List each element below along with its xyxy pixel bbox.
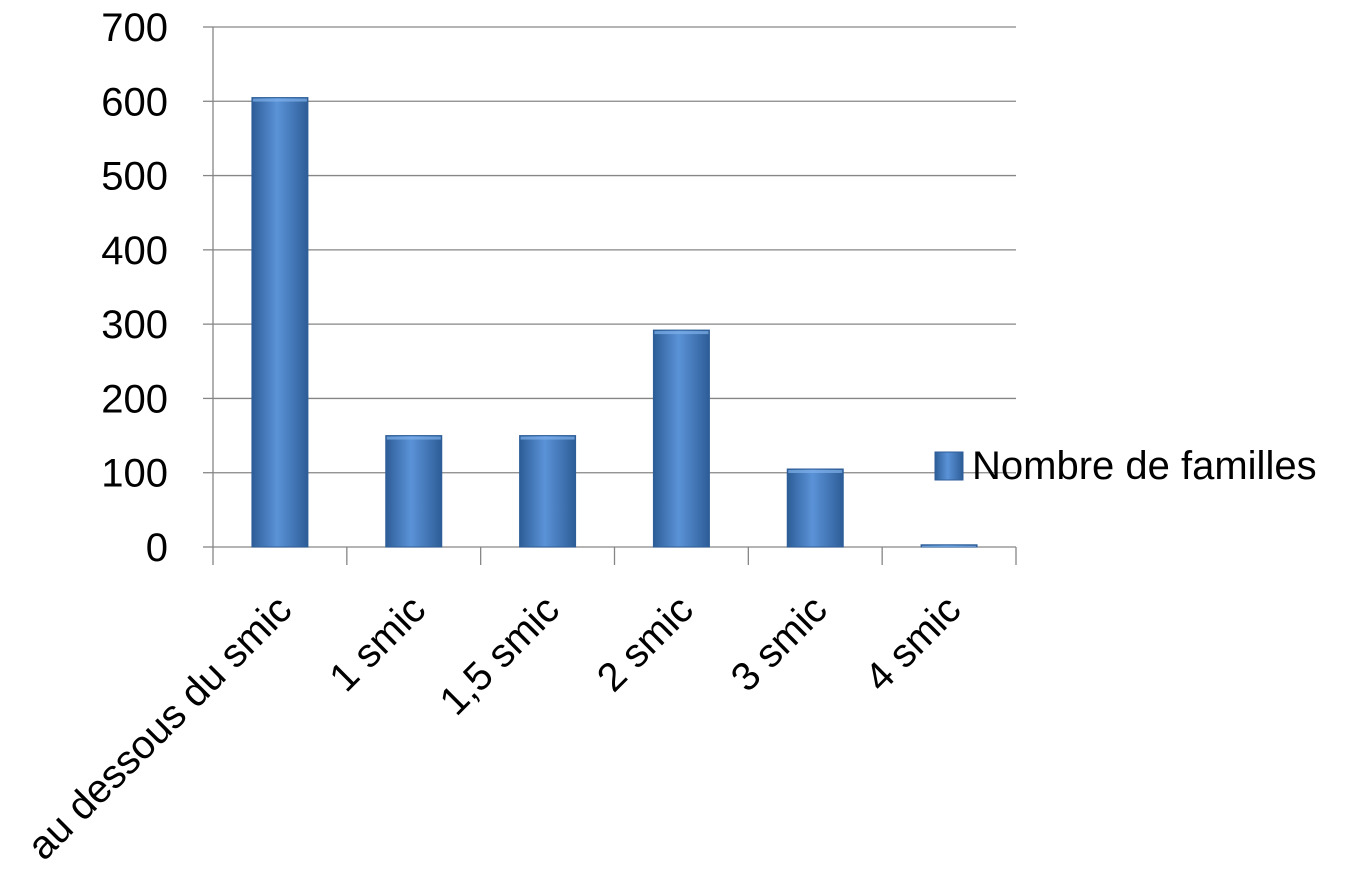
- bar-top-highlight: [788, 470, 843, 473]
- bar-top-highlight: [654, 331, 709, 335]
- x-tick-label: au dessous du smic: [19, 587, 300, 868]
- legend-swatch: [934, 451, 964, 481]
- bar: [385, 435, 443, 548]
- axes: [203, 26, 1017, 565]
- y-tick-label: 700: [101, 6, 168, 50]
- bars: [251, 97, 978, 548]
- y-tick-label: 100: [101, 452, 168, 496]
- x-tick-label: 2 smic: [589, 587, 702, 700]
- x-tick-label: 3 smic: [723, 587, 836, 700]
- bar-top-highlight: [922, 545, 977, 547]
- x-tick-label: 4 smic: [857, 587, 970, 700]
- bar: [519, 435, 577, 548]
- y-tick-label: 0: [146, 526, 168, 570]
- bar: [652, 329, 710, 548]
- y-tick-label: 300: [101, 303, 168, 347]
- legend: Nombre de familles: [934, 444, 1317, 488]
- gridlines: [213, 26, 1016, 474]
- y-tick-labels: 0 100 200 300 400 500 600 700: [101, 6, 168, 570]
- legend-label: Nombre de familles: [972, 444, 1317, 488]
- y-tick-label: 400: [101, 229, 168, 273]
- x-tick-label: 1,5 smic: [432, 587, 568, 723]
- y-tick-label: 500: [101, 155, 168, 199]
- bar-top-highlight: [252, 98, 307, 102]
- bar: [786, 468, 844, 548]
- x-tick-label: 1 smic: [321, 587, 434, 700]
- bar-top-highlight: [386, 436, 441, 440]
- y-tick-label: 200: [101, 377, 168, 421]
- bar-top-highlight: [520, 436, 575, 440]
- y-tick-label: 600: [101, 80, 168, 124]
- bar: [251, 97, 309, 548]
